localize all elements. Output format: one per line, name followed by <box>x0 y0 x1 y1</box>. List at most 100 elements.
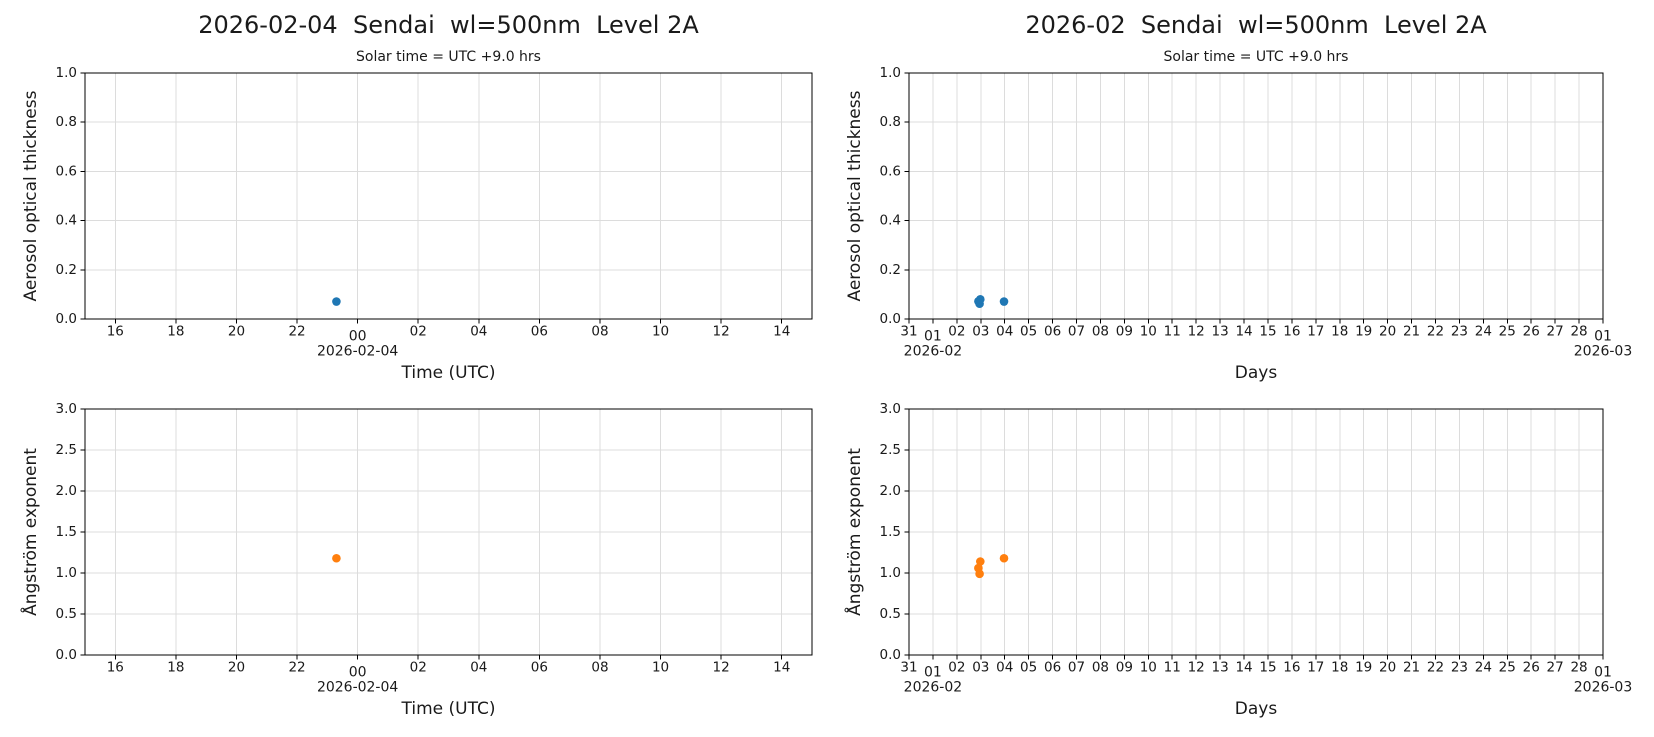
x-tick-label: 06 <box>531 660 548 676</box>
data-point <box>999 297 1009 306</box>
plot-border <box>84 72 813 320</box>
x-tick-label: 22 <box>288 660 305 676</box>
x-tick-label: 14 <box>773 660 790 676</box>
y-axis-label: Ångström exponent <box>19 448 41 616</box>
x-tick-label: 23 <box>1451 660 1468 676</box>
y-tick-label: 0.5 <box>880 606 901 622</box>
y-axis-label: Aerosol optical thickness <box>845 90 865 301</box>
y-tick-label: 2.5 <box>880 442 901 458</box>
x-tick-label: 02 <box>948 324 965 340</box>
x-tick-label: 27 <box>1547 660 1564 676</box>
x-tick-label: 08 <box>591 660 608 676</box>
x-tick-label: 14 <box>1235 660 1252 676</box>
x-tick-date-label: 2026-03 <box>1574 344 1633 360</box>
y-tick-label: 0.5 <box>56 606 77 622</box>
x-tick-date-label: 2026-02-04 <box>317 680 398 696</box>
right-column-title: 2026-02 Sendai wl=500nm Level 2A <box>1025 11 1487 39</box>
y-tick-label: 0.0 <box>56 647 77 663</box>
y-tick-label: 2.0 <box>56 483 77 499</box>
x-tick-label: 21 <box>1403 660 1420 676</box>
x-tick-label: 06 <box>531 324 548 340</box>
x-tick-label: 21 <box>1403 324 1420 340</box>
x-tick-label: 16 <box>107 324 124 340</box>
y-tick-label: 0.2 <box>56 262 77 278</box>
x-axis-label: Days <box>1235 363 1278 383</box>
x-tick-label: 00 <box>349 665 367 681</box>
y-tick-label: 0.8 <box>880 114 901 130</box>
x-tick-label: 11 <box>1164 324 1181 340</box>
left-column-title: 2026-02-04 Sendai wl=500nm Level 2A <box>198 11 699 39</box>
x-tick-label: 22 <box>288 324 305 340</box>
x-tick-label: 23 <box>1451 324 1468 340</box>
y-tick-label: 3.0 <box>56 401 77 417</box>
x-tick-label: 05 <box>1020 324 1037 340</box>
x-tick-label: 17 <box>1307 660 1324 676</box>
x-tick-label: 06 <box>1044 324 1061 340</box>
x-tick-label: 03 <box>972 324 989 340</box>
y-tick-label: 1.0 <box>880 65 901 81</box>
x-tick-label: 16 <box>1283 324 1300 340</box>
data-point <box>999 553 1009 563</box>
x-tick-label: 12 <box>713 324 730 340</box>
y-tick-label: 0.0 <box>56 311 77 327</box>
x-tick-label: 10 <box>652 324 669 340</box>
x-tick-label: 11 <box>1164 660 1181 676</box>
x-axis-label: Days <box>1235 699 1278 719</box>
x-tick-label: 24 <box>1475 324 1492 340</box>
x-tick-label: 01 <box>1594 665 1612 681</box>
y-tick-label: 0.4 <box>880 213 901 229</box>
x-tick-label: 22 <box>1427 660 1444 676</box>
x-tick-label: 16 <box>107 660 124 676</box>
y-tick-label: 2.5 <box>56 442 77 458</box>
x-tick-label: 08 <box>1092 324 1109 340</box>
x-tick-date-label: 2026-03 <box>1574 680 1633 696</box>
x-tick-label: 00 <box>349 329 367 345</box>
y-tick-label: 0.8 <box>56 114 77 130</box>
x-tick-label: 18 <box>1331 324 1348 340</box>
x-tick-label: 04 <box>470 660 487 676</box>
x-tick-label: 19 <box>1355 660 1372 676</box>
y-tick-label: 1.5 <box>56 524 77 540</box>
x-tick-label: 13 <box>1212 660 1229 676</box>
plot-border <box>84 408 813 656</box>
x-tick-label: 02 <box>948 660 965 676</box>
x-tick-label: 07 <box>1068 324 1085 340</box>
x-tick-date-label: 2026-02-04 <box>317 344 398 360</box>
x-tick-label: 26 <box>1523 324 1540 340</box>
x-tick-label: 14 <box>773 324 790 340</box>
data-point <box>976 295 985 304</box>
x-tick-label: 25 <box>1499 324 1516 340</box>
x-tick-label: 01 <box>1594 329 1612 345</box>
y-tick-label: 2.0 <box>880 483 901 499</box>
x-tick-label: 20 <box>1379 324 1396 340</box>
y-tick-label: 0.6 <box>56 163 77 179</box>
x-tick-label: 02 <box>410 324 427 340</box>
x-tick-label: 19 <box>1355 324 1372 340</box>
x-tick-label: 12 <box>1188 660 1205 676</box>
x-axis-label: Time (UTC) <box>401 363 496 383</box>
x-tick-label: 31 <box>900 660 917 676</box>
x-tick-date-label: 2026-02 <box>904 680 963 696</box>
y-tick-label: 0.0 <box>880 311 901 327</box>
data-point <box>975 569 984 579</box>
x-axis-label: Time (UTC) <box>401 699 496 719</box>
x-tick-label: 12 <box>713 660 730 676</box>
y-axis-label: Ångström exponent <box>843 448 865 616</box>
x-tick-label: 01 <box>924 329 942 345</box>
data-point <box>976 557 985 566</box>
x-tick-label: 15 <box>1259 660 1276 676</box>
x-tick-label: 05 <box>1020 660 1037 676</box>
x-tick-label: 16 <box>1283 660 1300 676</box>
x-tick-label: 20 <box>228 324 245 340</box>
data-point <box>332 553 341 563</box>
plot-border <box>908 408 1604 656</box>
left-subtitle: Solar time = UTC +9.0 hrs <box>356 49 541 65</box>
x-tick-label: 07 <box>1068 660 1085 676</box>
x-tick-label: 04 <box>996 324 1013 340</box>
x-tick-label: 25 <box>1499 660 1516 676</box>
